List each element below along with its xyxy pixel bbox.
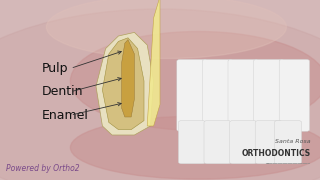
FancyBboxPatch shape [179, 121, 206, 164]
FancyBboxPatch shape [253, 59, 284, 131]
Ellipse shape [70, 116, 320, 179]
FancyBboxPatch shape [204, 121, 231, 164]
Text: Powered by Ortho2: Powered by Ortho2 [6, 164, 80, 173]
FancyBboxPatch shape [255, 121, 282, 164]
Polygon shape [96, 32, 154, 135]
Text: ORTHODONTICS: ORTHODONTICS [241, 149, 310, 158]
Text: ──────────────────: ────────────────── [265, 162, 310, 166]
FancyBboxPatch shape [230, 121, 257, 164]
FancyBboxPatch shape [177, 59, 207, 131]
Text: Santa Rosa: Santa Rosa [275, 139, 310, 144]
Text: Enamel: Enamel [42, 109, 88, 122]
Ellipse shape [70, 31, 320, 130]
FancyBboxPatch shape [279, 59, 310, 131]
Text: Pulp: Pulp [42, 62, 68, 75]
Polygon shape [122, 40, 134, 117]
Ellipse shape [46, 0, 286, 58]
Ellipse shape [0, 9, 320, 180]
FancyBboxPatch shape [203, 59, 233, 131]
Text: Dentin: Dentin [42, 85, 83, 98]
FancyBboxPatch shape [275, 121, 302, 164]
Polygon shape [102, 38, 144, 130]
FancyBboxPatch shape [228, 59, 259, 131]
Polygon shape [147, 0, 160, 126]
